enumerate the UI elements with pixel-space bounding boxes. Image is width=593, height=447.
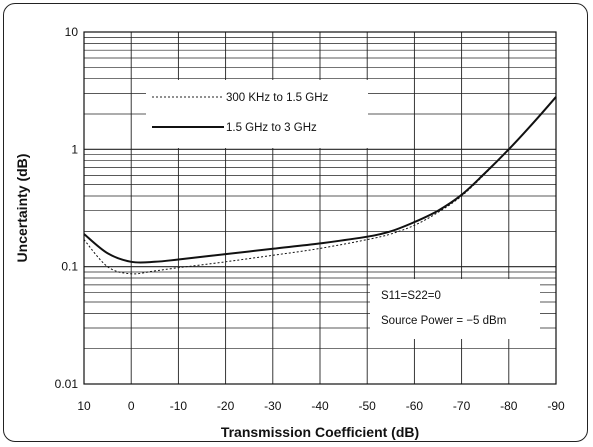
chart-frame [3, 3, 588, 442]
x-tick-label: -60 [406, 399, 424, 413]
x-tick-label: -30 [264, 399, 282, 413]
x-tick-label: 10 [77, 399, 91, 413]
series-line-0 [83, 96, 557, 275]
y-tick-label: 1 [71, 142, 78, 156]
x-axis-title: Transmission Coefficient (dB) [221, 424, 419, 440]
x-tick-label: -10 [170, 399, 188, 413]
annotation-line-2: Source Power = −5 dBm [381, 315, 506, 327]
y-axis-title: Uncertainty (dB) [14, 154, 30, 263]
legend: 300 KHz to 1.5 GHz 1.5 GHz to 3 GHz [146, 80, 368, 148]
plot-border [83, 31, 557, 385]
legend-label-series-0: 300 KHz to 1.5 GHz [226, 92, 329, 104]
annotation-line-1: S11=S22=0 [381, 290, 441, 302]
annotation: S11=S22=0 Source Power = −5 dBm [370, 279, 540, 339]
x-tick-label: -50 [359, 399, 377, 413]
y-tick-label: 0.1 [61, 260, 78, 274]
tick-labels: 10 0 -10 -20 -30 -40 -50 -60 -70 -80 -90 0.01 0.1 1 10 [55, 25, 565, 413]
x-tick-label: -80 [500, 399, 518, 413]
x-tick-label: -40 [311, 399, 329, 413]
legend-box [146, 80, 368, 148]
y-tick-label: 10 [65, 25, 79, 39]
series-line-1 [83, 96, 557, 264]
series-lines [83, 96, 557, 275]
x-tick-label: 0 [128, 399, 135, 413]
x-tick-label: -70 [453, 399, 471, 413]
legend-label-series-1: 1.5 GHz to 3 GHz [226, 122, 317, 134]
x-tick-label: -20 [217, 399, 235, 413]
y-tick-label: 0.01 [55, 377, 79, 391]
annotation-box [370, 279, 540, 339]
x-tick-label: -90 [547, 399, 565, 413]
